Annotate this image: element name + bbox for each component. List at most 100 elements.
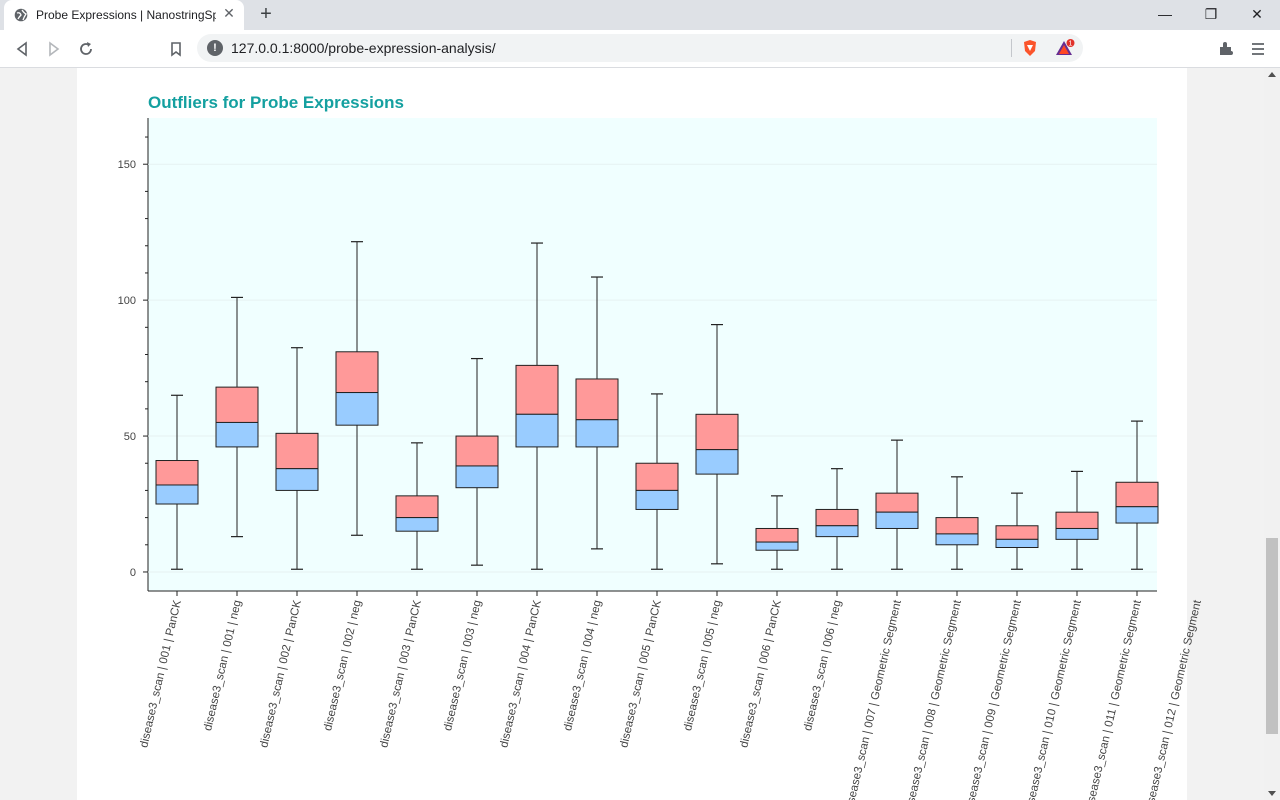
reload-icon[interactable] <box>76 39 96 59</box>
lower-box <box>635 489 679 510</box>
x-tick-label-17: disease3_scan | 011 | Geometric Segment <box>1084 598 1144 800</box>
upper-box <box>635 462 679 491</box>
upper-box <box>695 413 739 451</box>
tab-title: Probe Expressions | NanostringSp <box>36 8 216 22</box>
page-scrollbar[interactable] <box>1264 68 1280 800</box>
chart-title: Outfliers for Probe Expressions <box>148 93 404 112</box>
y-tick-label: 100 <box>118 295 136 307</box>
box-plot-6 <box>455 357 499 566</box>
x-tick-label-1: disease3_scan | 001 | PanCK <box>138 599 184 749</box>
globe-icon <box>14 8 28 22</box>
x-tick-label-11: disease3_scan | 006 | PanCK <box>738 599 784 749</box>
lower-box <box>215 421 259 448</box>
bookmark-icon[interactable] <box>166 39 186 59</box>
upper-box <box>215 386 259 423</box>
box-plot-9 <box>635 393 679 570</box>
lower-box <box>1115 506 1159 524</box>
x-tick-label-8: disease3_scan | 004 | neg <box>562 599 604 732</box>
y-tick-label: 0 <box>130 567 136 579</box>
address-bar[interactable]: ! 127.0.0.1:8000/probe-expression-analys… <box>197 34 1083 62</box>
lower-box <box>455 465 499 489</box>
x-tick-labels: disease3_scan | 001 | PanCK disease3_scan… <box>138 598 1204 800</box>
forward-icon[interactable] <box>44 39 64 59</box>
close-tab-icon[interactable]: ✕ <box>223 5 235 21</box>
box-plot-10 <box>695 323 739 565</box>
box-plot-12 <box>815 468 859 570</box>
lower-box <box>575 419 619 448</box>
x-tick-label-10: disease3_scan | 005 | neg <box>682 599 724 732</box>
x-tick-label-14: disease3_scan | 008 | Geometric Segment <box>903 598 964 800</box>
lower-box <box>755 541 799 551</box>
axes: 0 50 100 150 <box>118 118 1157 596</box>
x-tick-label-6: disease3_scan | 003 | neg <box>442 599 484 732</box>
plot-area <box>148 118 1157 591</box>
box-plot-13 <box>875 439 919 570</box>
x-tick-label-13: disease3_scan | 007 | Geometric Segment <box>843 598 904 800</box>
x-tick-label-16: disease3_scan | 010 | Geometric Segment <box>1023 598 1084 800</box>
browser-tab[interactable]: Probe Expressions | NanostringSp ✕ <box>4 0 244 30</box>
upper-box <box>755 527 799 543</box>
lower-box <box>695 449 739 475</box>
upper-box <box>935 517 979 535</box>
upper-box <box>515 364 559 415</box>
upper-box <box>275 432 319 470</box>
upper-box <box>995 525 1039 540</box>
minimize-icon[interactable]: — <box>1158 6 1172 22</box>
box-plot-15 <box>995 492 1039 570</box>
x-tick-label-12: disease3_scan | 006 | neg <box>802 599 844 732</box>
box-plot-5 <box>395 442 439 570</box>
boxes-group <box>155 241 1159 570</box>
upper-box <box>335 351 379 394</box>
browser-tab-strip: Probe Expressions | NanostringSp ✕ + — ❐… <box>0 0 1280 30</box>
lower-box <box>155 484 199 505</box>
box-plot-2 <box>215 296 259 538</box>
lower-box <box>995 538 1039 549</box>
box-plot-14 <box>935 476 979 570</box>
x-tick-label-2: disease3_scan | 001 | neg <box>202 599 244 732</box>
back-icon[interactable] <box>12 39 32 59</box>
brave-rewards-icon[interactable]: 1 <box>1055 39 1075 57</box>
lower-box <box>875 511 919 529</box>
x-tick-label-3: disease3_scan | 002 | PanCK <box>258 599 304 749</box>
x-tick-label-5: disease3_scan | 003 | PanCK <box>378 599 424 749</box>
x-tick-label-9: disease3_scan | 005 | PanCK <box>618 599 664 749</box>
lower-box <box>1055 527 1099 540</box>
scrollbar-thumb[interactable] <box>1266 538 1278 734</box>
extensions-icon[interactable] <box>1216 39 1236 59</box>
omnibox-separator <box>1011 39 1012 57</box>
x-tick-label-4: disease3_scan | 002 | neg <box>322 599 364 732</box>
browser-toolbar: ! 127.0.0.1:8000/probe-expression-analys… <box>0 30 1280 68</box>
x-tick-label-15: disease3_scan | 009 | Geometric Segment <box>963 598 1024 800</box>
brave-shields-icon[interactable] <box>1021 39 1039 57</box>
lower-box <box>515 413 559 448</box>
upper-box <box>1115 481 1159 508</box>
upper-box <box>395 495 439 519</box>
upper-box <box>875 492 919 513</box>
box-plot-8 <box>575 276 619 550</box>
y-tick-label: 150 <box>118 159 136 171</box>
lower-box <box>935 533 979 546</box>
box-plot-1 <box>155 394 199 570</box>
upper-box <box>815 508 859 527</box>
rewards-badge: 1 <box>1069 41 1073 48</box>
x-tick-label-18: disease3_scan | 012 | Geometric Segment <box>1143 598 1204 800</box>
upper-box <box>155 460 199 486</box>
upper-box <box>1055 511 1099 529</box>
box-plot-7 <box>515 242 559 570</box>
lower-box <box>395 517 439 532</box>
lower-box <box>815 525 859 538</box>
y-tick-label: 50 <box>124 431 136 443</box>
lower-box <box>275 468 319 491</box>
url-text[interactable]: 127.0.0.1:8000/probe-expression-analysis… <box>231 40 496 56</box>
scroll-down-icon[interactable] <box>1268 791 1276 796</box>
new-tab-icon[interactable]: + <box>260 3 272 25</box>
box-plot-11 <box>755 495 799 570</box>
scroll-up-icon[interactable] <box>1268 72 1276 77</box>
box-plot-3 <box>275 347 319 570</box>
upper-box <box>575 378 619 421</box>
upper-box <box>455 435 499 467</box>
menu-icon[interactable] <box>1248 39 1268 59</box>
restore-icon[interactable]: ❐ <box>1204 6 1218 22</box>
site-info-icon[interactable]: ! <box>207 40 223 56</box>
close-window-icon[interactable]: ✕ <box>1251 6 1263 22</box>
